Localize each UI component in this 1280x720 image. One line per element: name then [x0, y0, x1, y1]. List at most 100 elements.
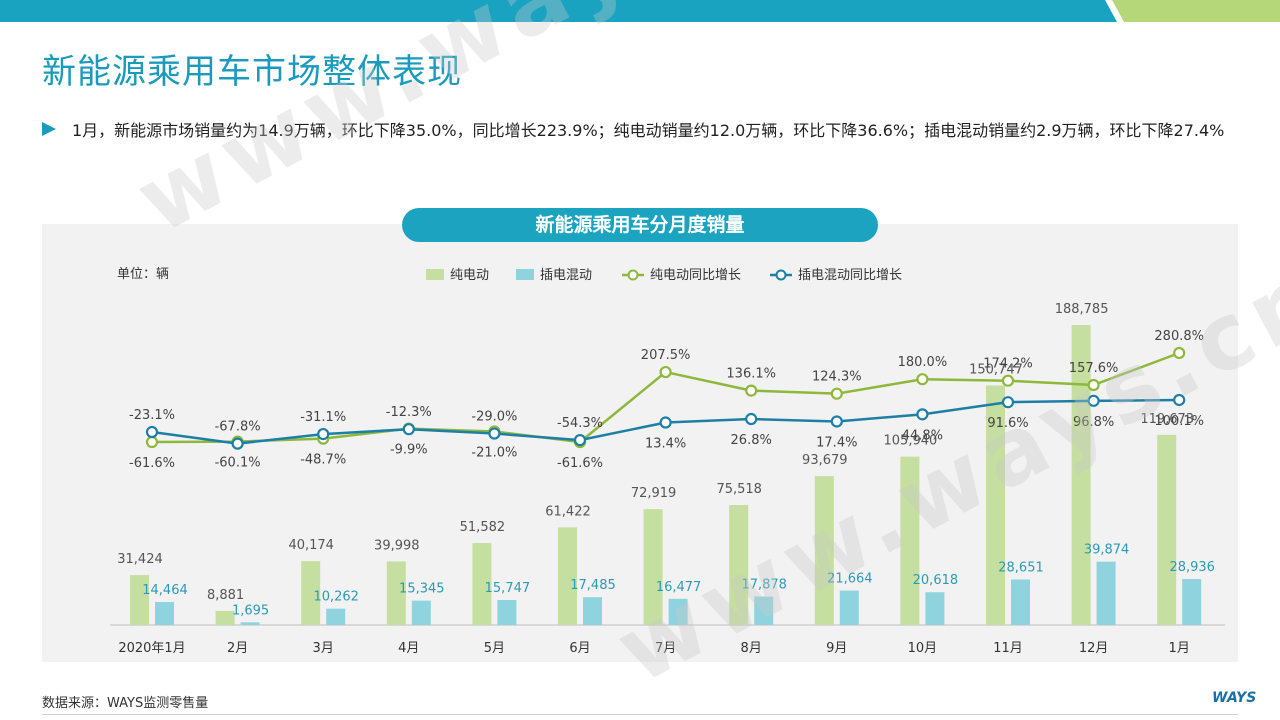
phev-growth-point [1087, 394, 1100, 407]
legend-label: 纯电动 [450, 268, 489, 283]
legend-label: 纯电动同比增长 [650, 268, 741, 283]
x-tick-label: 9月 [826, 641, 847, 656]
phev-growth-point [488, 427, 501, 440]
phev-growth-label: -67.8% [215, 420, 261, 435]
bev-bar-label: 72,919 [631, 486, 677, 501]
phev-bar-label: 10,262 [313, 590, 359, 605]
bev-growth-point [916, 373, 929, 386]
legend-swatch [516, 269, 534, 280]
bev-bar-label: 40,174 [288, 538, 334, 553]
x-tick-label: 8月 [741, 641, 762, 656]
phev-growth-point [317, 427, 330, 441]
phev-growth-label: -54.3% [557, 416, 603, 431]
phev-bar [668, 598, 688, 625]
bev-bar [1157, 434, 1177, 625]
bev-growth-point [830, 387, 843, 400]
phev-bar [1096, 561, 1116, 625]
page-title: 新能源乘用车市场整体表现 [42, 52, 462, 92]
phev-bar [155, 602, 174, 625]
bev-growth-point [145, 435, 159, 449]
bev-bar [900, 456, 920, 625]
phev-growth-point [231, 437, 244, 450]
ways-logo: WAYS [1212, 690, 1257, 706]
bev-bar-label: 93,679 [802, 453, 848, 468]
bev-growth-label: 207.5% [641, 348, 691, 363]
phev-bar [839, 590, 859, 625]
bev-growth-label: 124.3% [812, 370, 862, 385]
phev-bar [754, 596, 774, 625]
footer-divider [42, 714, 1238, 715]
phev-bar-label: 17,485 [570, 578, 616, 593]
bev-bar-label: 31,424 [117, 552, 163, 567]
bev-bar [472, 543, 492, 625]
bev-bar [301, 561, 321, 625]
phev-bar-label: 21,664 [827, 572, 873, 587]
bev-growth-label: 280.8% [1154, 329, 1204, 344]
phev-bar-label: 1,695 [232, 603, 269, 618]
phev-growth-label: -29.0% [471, 410, 517, 425]
phev-bar [240, 622, 260, 625]
bev-growth-label: 174.2% [983, 357, 1033, 372]
x-tick-label: 10月 [908, 641, 938, 656]
bev-growth-label: -61.6% [129, 456, 175, 471]
bev-bar-label: 119,673 [1140, 412, 1194, 427]
data-source: 数据来源：WAYS监测零售量 [42, 696, 209, 711]
bev-growth-label: -60.1% [215, 456, 261, 471]
phev-bar-label: 28,936 [1169, 560, 1215, 575]
unit-label: 单位：辆 [117, 267, 169, 282]
bev-growth-label: -9.9% [390, 443, 428, 458]
phev-bar [1011, 579, 1030, 625]
bev-growth-label: 180.0% [898, 355, 948, 370]
bev-bar [386, 561, 406, 625]
phev-bar [326, 608, 346, 625]
bev-bar [643, 509, 663, 625]
bev-growth-point [1173, 346, 1186, 360]
phev-growth-label: 44.8% [902, 428, 943, 443]
bev-bar [814, 476, 834, 625]
phev-growth-point [573, 434, 587, 447]
bev-bar [215, 610, 235, 625]
x-tick-label: 1月 [1169, 641, 1190, 656]
phev-growth-point [145, 425, 159, 439]
summary-text: 1月，新能源市场销量约为14.9万辆，环比下降35.0%，同比增长223.9%；… [72, 121, 1225, 140]
bev-bar-label: 61,422 [545, 504, 591, 519]
phev-bar [411, 600, 431, 625]
phev-growth-point [402, 423, 415, 436]
legend-marker [775, 269, 787, 281]
phev-bar [497, 599, 517, 625]
legend-marker [627, 269, 639, 281]
bev-bar [729, 504, 749, 625]
phev-growth-label: 100.1% [1154, 414, 1204, 429]
chart-title: 新能源乘用车分月度销量 [402, 208, 878, 242]
bev-bar-label: 188,785 [1055, 302, 1109, 317]
bev-growth-label: -48.7% [300, 453, 346, 468]
phev-growth-point [745, 412, 758, 426]
x-tick-label: 2020年1月 [118, 641, 185, 656]
bev-growth-point [1001, 374, 1015, 387]
bev-bar-label: 150,747 [969, 362, 1023, 377]
phev-bar-label: 15,345 [399, 582, 445, 597]
phev-bar [925, 592, 945, 625]
x-tick-label: 7月 [655, 641, 676, 656]
phev-bar [583, 597, 602, 625]
phev-bar-label: 17,878 [741, 578, 787, 593]
phev-growth-label: 91.6% [987, 416, 1028, 431]
bev-bar-label: 75,518 [716, 482, 762, 497]
bev-growth-label: -21.0% [471, 445, 517, 460]
phev-growth-label: 13.4% [645, 437, 686, 452]
x-tick-label: 12月 [1079, 641, 1109, 656]
phev-bar [1182, 579, 1202, 625]
x-tick-label: 3月 [313, 641, 334, 656]
bev-bar-label: 39,998 [374, 538, 420, 553]
bev-bar [986, 385, 1005, 625]
legend-label: 插电混动同比增长 [798, 268, 902, 283]
phev-growth-label: -31.1% [300, 410, 346, 425]
phev-bar-label: 39,874 [1084, 543, 1130, 558]
phev-growth-label: -12.3% [386, 405, 432, 420]
phev-growth-point [659, 416, 672, 429]
phev-bar-label: 15,747 [485, 581, 531, 596]
bev-bar [130, 575, 149, 625]
bev-growth-point [1087, 378, 1100, 392]
phev-bar-label: 16,477 [656, 580, 702, 595]
